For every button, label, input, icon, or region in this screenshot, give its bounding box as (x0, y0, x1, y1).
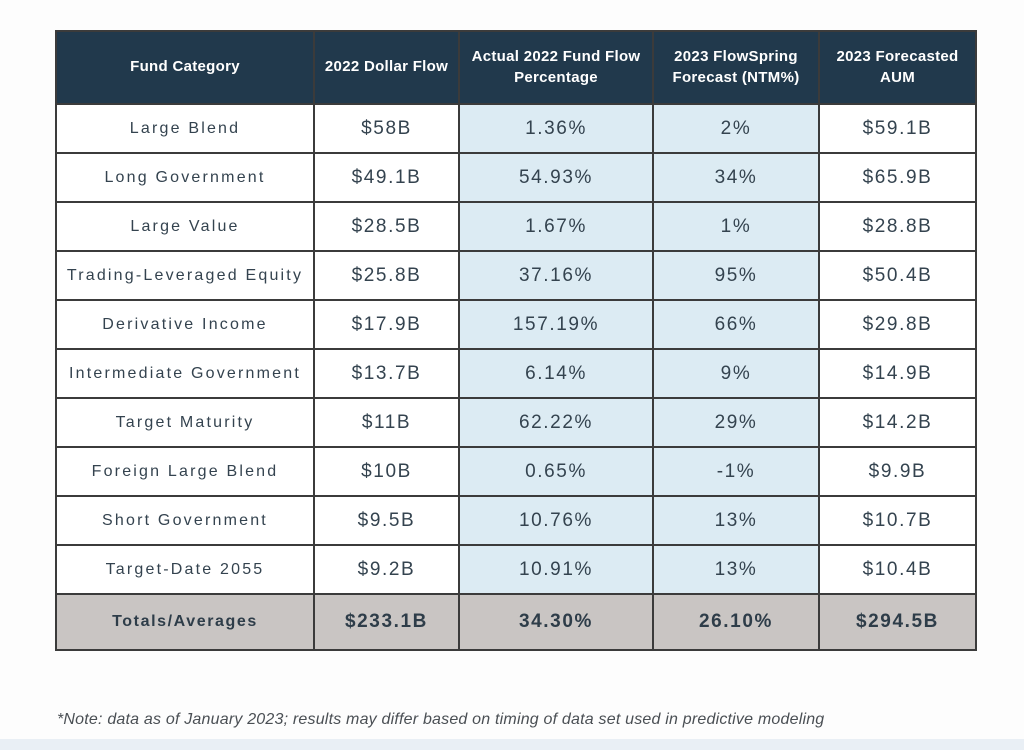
table-row: Trading-Leveraged Equity $25.8B 37.16% 95% $… (55, 250, 977, 301)
value-cell: 1.36% (458, 103, 654, 154)
value-cell: $28.5B (313, 201, 460, 252)
value-cell: 13% (652, 495, 820, 546)
totals-value-cell: 26.10% (652, 593, 820, 651)
value-cell: $14.2B (818, 397, 977, 448)
footnote: *Note: data as of January 2023; results … (57, 711, 825, 728)
table-row: Large Blend $58B 1.36% 2% $59.1B (55, 103, 977, 154)
value-cell: 95% (652, 250, 820, 301)
table-row: Long Government $49.1B 54.93% 34% $65.9B (55, 152, 977, 203)
value-cell: 1.67% (458, 201, 654, 252)
column-header: 2023 FlowSpring Forecast (NTM%) (652, 30, 820, 105)
column-header: Fund Category (55, 30, 315, 105)
value-cell: $25.8B (313, 250, 460, 301)
fund-category-cell: Target Maturity (55, 397, 315, 448)
value-cell: $28.8B (818, 201, 977, 252)
table-row: Derivative Income $17.9B 157.19% 66% $29.8B (55, 299, 977, 350)
value-cell: $29.8B (818, 299, 977, 350)
value-cell: $50.4B (818, 250, 977, 301)
value-cell: $13.7B (313, 348, 460, 399)
totals-row: Totals/Averages $233.1B 34.30% 26.10% $294.5… (55, 593, 977, 651)
value-cell: $59.1B (818, 103, 977, 154)
value-cell: $11B (313, 397, 460, 448)
table-row: Intermediate Government $13.7B 6.14% 9% $14.… (55, 348, 977, 399)
value-cell: 34% (652, 152, 820, 203)
column-header: Actual 2022 Fund Flow Percentage (458, 30, 654, 105)
fund-category-cell: Foreign Large Blend (55, 446, 315, 497)
value-cell: $9.5B (313, 495, 460, 546)
totals-value-cell: $294.5B (818, 593, 977, 651)
value-cell: 10.76% (458, 495, 654, 546)
value-cell: $9.9B (818, 446, 977, 497)
value-cell: 0.65% (458, 446, 654, 497)
table-body: Large Blend $58B 1.36% 2% $59.1B Long Governm… (55, 103, 977, 595)
value-cell: $65.9B (818, 152, 977, 203)
table-header: Fund Category 2022 Dollar Flow Actual 2022… (55, 30, 977, 105)
value-cell: $9.2B (313, 544, 460, 595)
fund-flow-table: Fund Category 2022 Dollar Flow Actual 2022… (55, 30, 977, 651)
value-cell: 29% (652, 397, 820, 448)
value-cell: 13% (652, 544, 820, 595)
fund-category-cell: Target-Date 2055 (55, 544, 315, 595)
value-cell: $10B (313, 446, 460, 497)
value-cell: $14.9B (818, 348, 977, 399)
value-cell: 2% (652, 103, 820, 154)
value-cell: 9% (652, 348, 820, 399)
value-cell: $49.1B (313, 152, 460, 203)
fund-category-cell: Intermediate Government (55, 348, 315, 399)
table-row: Target-Date 2055 $9.2B 10.91% 13% $10.4B (55, 544, 977, 595)
value-cell: 157.19% (458, 299, 654, 350)
fund-category-cell: Large Value (55, 201, 315, 252)
fund-category-cell: Derivative Income (55, 299, 315, 350)
fund-category-cell: Large Blend (55, 103, 315, 154)
value-cell: $17.9B (313, 299, 460, 350)
value-cell: -1% (652, 446, 820, 497)
value-cell: 62.22% (458, 397, 654, 448)
value-cell: 37.16% (458, 250, 654, 301)
value-cell: 1% (652, 201, 820, 252)
fund-category-cell: Trading-Leveraged Equity (55, 250, 315, 301)
table-row: Large Value $28.5B 1.67% 1% $28.8B (55, 201, 977, 252)
table-footer: Totals/Averages $233.1B 34.30% 26.10% $294.5… (55, 593, 977, 651)
value-cell: $58B (313, 103, 460, 154)
totals-value-cell: $233.1B (313, 593, 460, 651)
value-cell: 66% (652, 299, 820, 350)
totals-label-cell: Totals/Averages (55, 593, 315, 651)
table-row: Target Maturity $11B 62.22% 29% $14.2B (55, 397, 977, 448)
value-cell: 10.91% (458, 544, 654, 595)
fund-category-cell: Long Government (55, 152, 315, 203)
value-cell: $10.4B (818, 544, 977, 595)
column-header: 2022 Dollar Flow (313, 30, 460, 105)
value-cell: $10.7B (818, 495, 977, 546)
totals-value-cell: 34.30% (458, 593, 654, 651)
table-row: Foreign Large Blend $10B 0.65% -1% $9.9B (55, 446, 977, 497)
fund-flow-table-container: Fund Category 2022 Dollar Flow Actual 2022… (55, 30, 977, 651)
footer-strip (0, 739, 1024, 750)
table-row: Short Government $9.5B 10.76% 13% $10.7B (55, 495, 977, 546)
column-header: 2023 Forecasted AUM (818, 30, 977, 105)
fund-category-cell: Short Government (55, 495, 315, 546)
value-cell: 54.93% (458, 152, 654, 203)
value-cell: 6.14% (458, 348, 654, 399)
header-row: Fund Category 2022 Dollar Flow Actual 2022… (55, 30, 977, 105)
